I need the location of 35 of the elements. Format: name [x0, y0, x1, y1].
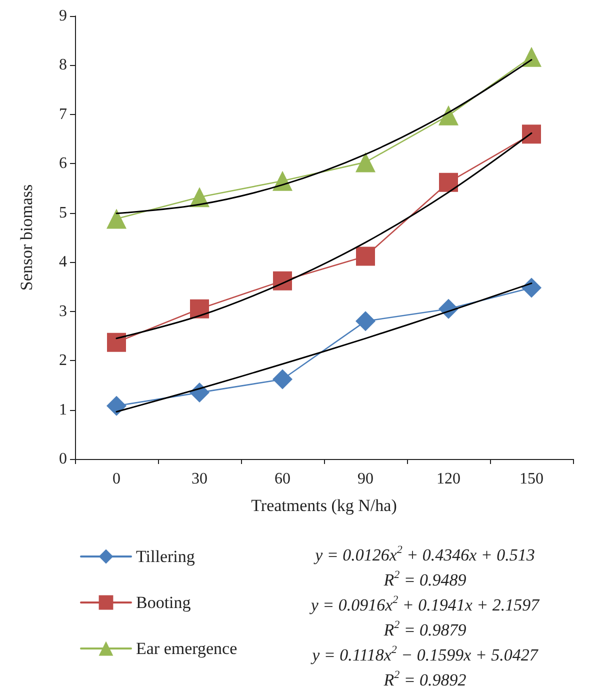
- y-tick-label: 4: [59, 254, 67, 271]
- x-tick-label: 60: [274, 470, 290, 488]
- legend-label: Booting: [136, 593, 192, 612]
- x-tick-label: 90: [358, 470, 374, 488]
- y-tick-label: 6: [59, 155, 67, 172]
- point: [272, 369, 292, 390]
- x-axis-title: Treatments (kg N/ha): [251, 496, 397, 515]
- y-tick-label: 8: [59, 56, 67, 74]
- y-tick-label: 7: [59, 106, 67, 123]
- y-tick-label: 1: [59, 401, 67, 418]
- y-axis-title: Sensor biomass: [17, 184, 36, 291]
- point: [106, 396, 126, 416]
- y-tick-label: 5: [59, 204, 67, 222]
- point: [356, 152, 376, 172]
- point: [522, 278, 542, 298]
- x-tick-label: 30: [192, 470, 208, 488]
- point: [356, 311, 376, 332]
- y-tick-label: 3: [59, 302, 67, 320]
- legend-label: Ear emergence: [136, 639, 238, 658]
- point: [439, 172, 458, 192]
- point: [107, 332, 126, 352]
- legend-label: Tillering: [136, 547, 196, 566]
- x-tick-label: 120: [436, 470, 460, 488]
- y-tick-label: 0: [59, 450, 67, 468]
- y-tick-label: 2: [59, 352, 67, 370]
- point: [522, 124, 541, 144]
- x-tick-label: 0: [112, 470, 120, 488]
- point: [190, 299, 209, 318]
- point: [106, 208, 126, 229]
- point: [438, 105, 458, 126]
- x-tick-label: 150: [520, 470, 544, 488]
- point: [522, 46, 542, 67]
- y-tick-label: 9: [59, 8, 67, 24]
- point: [273, 271, 292, 290]
- point: [356, 246, 375, 266]
